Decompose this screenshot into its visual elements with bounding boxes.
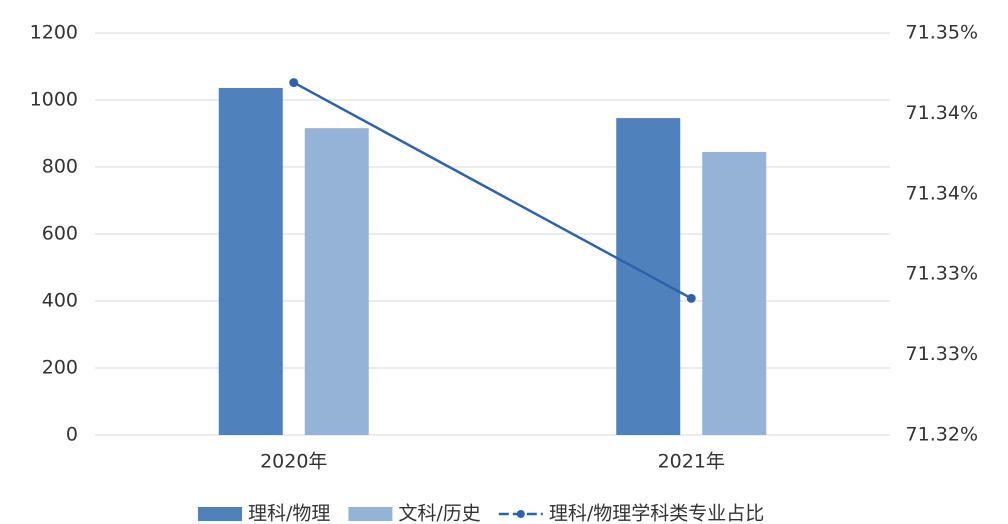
x-tick-label: 2020年 [260, 451, 327, 473]
y2-tick-label: 71.32% [906, 424, 978, 446]
bar [218, 87, 283, 435]
x-tick-label: 2021年 [658, 451, 725, 473]
y-tick-label: 800 [42, 156, 78, 178]
legend-swatch [348, 507, 393, 521]
legend-label: 理科/物理学科类专业占比 [549, 503, 764, 524]
line [293, 81, 692, 300]
legend-label: 文科/历史 [398, 503, 480, 524]
legend-swatch [516, 510, 525, 518]
bar [702, 151, 767, 436]
y-tick-label: 1200 [30, 22, 78, 44]
bar [304, 128, 369, 435]
legend-label: 理科/物理 [248, 503, 330, 524]
bar [616, 118, 681, 435]
y-tick-label: 400 [42, 290, 78, 312]
y-tick-label: 0 [66, 424, 78, 446]
y2-tick-label: 71.33% [906, 263, 978, 285]
y2-tick-label: 71.33% [906, 343, 978, 365]
y2-tick-label: 71.35% [906, 22, 978, 44]
y2-tick-label: 71.34% [906, 182, 978, 204]
line-point [686, 293, 696, 303]
y-tick-label: 1000 [30, 89, 78, 111]
line-point [289, 78, 299, 88]
y-tick-label: 200 [42, 357, 78, 379]
y-tick-label: 600 [42, 223, 78, 245]
legend-swatch [198, 507, 242, 521]
y2-tick-label: 71.34% [906, 102, 978, 124]
